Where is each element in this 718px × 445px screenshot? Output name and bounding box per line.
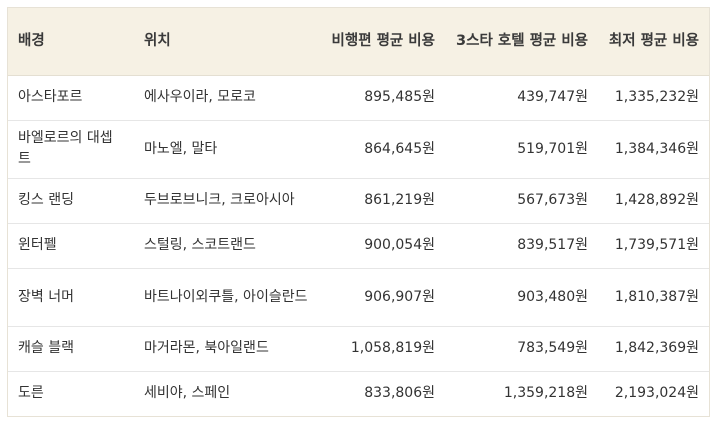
cell-flight-cost: 864,645원 <box>319 120 445 179</box>
cell-hotel-cost: 1,359,218원 <box>503 385 588 402</box>
table-row: 도른 세비야, 스페인 833,806원 1,359,218원 2,193,02… <box>8 371 709 416</box>
cell-setting: 도른 <box>18 385 44 402</box>
cell-location: 마거라몬, 북아일랜드 <box>134 326 319 372</box>
cell-hotel-cost: 783,549원 <box>445 326 598 372</box>
cell-flight-cost: 1,058,819원 <box>319 326 445 372</box>
cell-lowest-cost: 1,739,571원 <box>598 223 709 269</box>
header-lowest-cost: 최저 평균 비용 <box>598 8 709 76</box>
table-row: 아스타포르 에사우이라, 모로코 895,485원 439,747원 1,335… <box>8 75 709 121</box>
cell-lowest-cost: 1,335,232원 <box>598 75 709 121</box>
cell-flight-cost: 895,485원 <box>319 75 445 121</box>
cell-location: 두브로브니크, 크로아시아 <box>134 178 319 224</box>
cell-hotel-cost: 519,701원 <box>445 120 598 179</box>
cell-setting: 윈터펠 <box>8 223 134 269</box>
table-header-row: 배경 위치 비행편 평균 비용 3스타 호텔 평균 비용 최저 평균 비용 <box>8 8 709 76</box>
cell-location: 세비야, 스페인 <box>144 385 231 402</box>
cell-setting: 킹스 랜딩 <box>8 178 134 224</box>
cell-setting: 캐슬 블랙 <box>8 326 134 372</box>
table-row: 장벽 너머 바트나이외쿠틀, 아이슬란드 906,907원 903,480원 1… <box>8 268 709 327</box>
header-flight-cost: 비행편 평균 비용 <box>319 8 445 76</box>
cell-flight-cost: 833,806원 <box>364 385 435 402</box>
table-row: 윈터펠 스털링, 스코트랜드 900,054원 839,517원 1,739,5… <box>8 223 709 269</box>
table-row: 캐슬 블랙 마거라몬, 북아일랜드 1,058,819원 783,549원 1,… <box>8 326 709 372</box>
cell-flight-cost: 906,907원 <box>319 268 445 327</box>
cell-hotel-cost: 439,747원 <box>445 75 598 121</box>
cell-flight-cost: 900,054원 <box>319 223 445 269</box>
cell-flight-cost: 861,219원 <box>319 178 445 224</box>
cell-location: 스털링, 스코트랜드 <box>134 223 319 269</box>
header-location: 위치 <box>134 8 319 76</box>
cell-hotel-cost: 903,480원 <box>445 268 598 327</box>
cell-location: 에사우이라, 모로코 <box>134 75 319 121</box>
cell-lowest-cost: 1,810,387원 <box>598 268 709 327</box>
header-hotel-cost: 3스타 호텔 평균 비용 <box>445 8 598 76</box>
table-row: 킹스 랜딩 두브로브니크, 크로아시아 861,219원 567,673원 1,… <box>8 178 709 224</box>
cell-lowest-cost: 1,428,892원 <box>598 178 709 224</box>
cell-setting: 아스타포르 <box>8 75 134 121</box>
cell-location: 바트나이외쿠틀, 아이슬란드 <box>134 268 319 327</box>
table-row: 바엘로르의 대셉트 마노엘, 말타 864,645원 519,701원 1,38… <box>8 120 709 179</box>
cell-lowest-cost: 1,842,369원 <box>598 326 709 372</box>
header-setting: 배경 <box>8 8 134 76</box>
cell-setting: 바엘로르의 대셉트 <box>8 120 134 179</box>
cell-hotel-cost: 567,673원 <box>445 178 598 224</box>
cell-lowest-cost: 2,193,024원 <box>614 385 699 402</box>
cell-lowest-cost: 1,384,346원 <box>598 120 709 179</box>
cost-table-container: 배경 위치 비행편 평균 비용 3스타 호텔 평균 비용 최저 평균 비용 아스… <box>7 7 710 417</box>
cell-hotel-cost: 839,517원 <box>445 223 598 269</box>
cell-setting: 장벽 너머 <box>8 268 134 327</box>
cell-location: 마노엘, 말타 <box>134 120 319 179</box>
travel-cost-table: 배경 위치 비행편 평균 비용 3스타 호텔 평균 비용 최저 평균 비용 아스… <box>8 8 709 416</box>
